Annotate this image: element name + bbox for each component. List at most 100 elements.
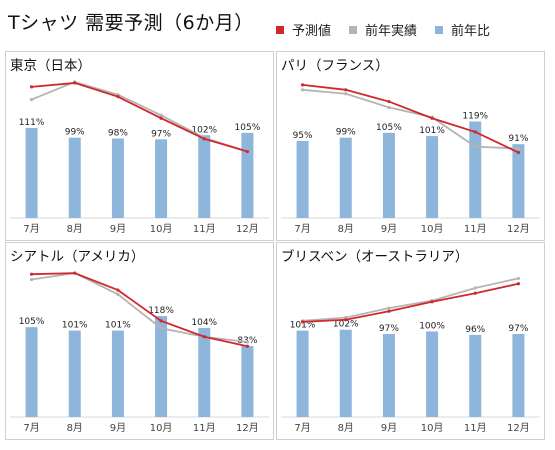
bar-tokyo-0: [25, 127, 38, 218]
line-forecast-seattle-point-5: [245, 344, 250, 348]
bar-paris-1: [339, 137, 352, 218]
chart-panel-seattle: シアトル（アメリカ） 105%101%101%118%104%83%7月8月9月…: [5, 242, 274, 440]
x-tick-paris-4: 11月: [464, 223, 487, 235]
line-forecast-seattle-point-2: [116, 288, 120, 292]
chart-tokyo: 111% 99% 98% 97% 102% 105% 7月 8月 9月 10月 11月 12月: [10, 80, 269, 235]
panel-title-brisbane: ブリスベン（オーストラリア）: [281, 249, 469, 265]
x-tick-brisbane-2: 9月: [381, 422, 397, 434]
line-actual-seattle-point-5: [245, 340, 250, 344]
line-actual-paris-point-1: [344, 92, 348, 96]
x-tick-paris-2: 9月: [381, 223, 397, 235]
x-tick-seattle-4: 11月: [193, 422, 216, 434]
line-actual-seattle-point-2: [116, 292, 120, 296]
legend-label-yoy: 前年比: [451, 24, 491, 39]
chart-panel-tokyo: 東京（日本） 111% 99% 98% 97% 102% 105% 7月 8月 9月 10月 11月…: [5, 51, 274, 241]
line-forecast-tokyo-point-4: [202, 137, 206, 141]
data-label-tokyo-1: 99%: [65, 128, 85, 138]
x-tick-paris-0: 7月: [294, 223, 310, 235]
x-tick-brisbane-0: 7月: [294, 422, 310, 434]
legend-swatch-actual: [349, 25, 358, 34]
bar-seattle-0: [25, 327, 38, 417]
bar-seattle-3: [155, 316, 168, 417]
data-label-brisbane-2: 97%: [379, 324, 399, 334]
data-label-seattle-0: 105%: [19, 317, 45, 327]
line-forecast-brisbane-point-2: [387, 309, 391, 313]
data-label-paris-4: 119%: [462, 111, 488, 121]
line-actual-brisbane-point-2: [387, 306, 391, 310]
bar-paris-2: [382, 132, 395, 218]
line-actual-paris-point-2: [387, 105, 391, 110]
bar-tokyo-1: [68, 137, 81, 218]
line-actual-tokyo-point-0: [29, 98, 34, 102]
line-forecast-tokyo-point-1: [73, 81, 77, 85]
x-tick-seattle-0: 7月: [23, 422, 39, 434]
bar-paris-0: [296, 140, 309, 218]
line-actual-brisbane-point-5: [516, 276, 521, 281]
legend-item-yoy: 前年比: [435, 20, 490, 39]
x-tick-tokyo-1: 8月: [67, 223, 83, 235]
bar-paris-5: [512, 144, 525, 218]
x-tick-seattle-2: 9月: [110, 422, 126, 434]
line-forecast-brisbane-point-3: [430, 300, 434, 304]
panel-title-seattle: シアトル（アメリカ）: [10, 249, 145, 265]
line-actual-paris-point-5: [516, 147, 521, 151]
line-forecast-brisbane-point-1: [344, 318, 348, 322]
line-forecast-seattle-point-1: [73, 271, 77, 275]
x-tick-paris-3: 10月: [421, 223, 444, 235]
line-forecast-paris-point-3: [430, 116, 434, 120]
line-forecast-paris-point-1: [344, 88, 348, 92]
line-forecast-brisbane-point-0: [300, 320, 305, 324]
bar-seattle-2: [111, 330, 124, 417]
line-forecast-paris-point-4: [473, 130, 477, 134]
chart-panel-paris: パリ（フランス） 95% 99% 105% 101% 119% 91% 7月 8月 9月 10月 1…: [276, 51, 545, 241]
line-actual-paris: [302, 88, 519, 150]
line-actual-seattle-point-0: [29, 277, 34, 282]
data-label-tokyo-4: 102%: [191, 125, 217, 135]
data-label-brisbane-1: 102%: [333, 320, 359, 330]
line-actual-seattle: [31, 272, 248, 343]
chart-brisbane: 101% 102% 97% 100% 96% 97% 7月 8月 9月 10月 11月 12月: [281, 276, 540, 434]
x-tick-brisbane-5: 12月: [507, 422, 530, 434]
x-tick-tokyo-2: 9月: [110, 223, 126, 235]
line-forecast-tokyo-point-0: [29, 85, 34, 89]
line-forecast-paris-point-0: [300, 83, 305, 87]
x-tick-tokyo-3: 10月: [150, 223, 173, 235]
x-tick-paris-1: 8月: [338, 223, 354, 235]
line-forecast-seattle: [31, 272, 248, 348]
data-label-seattle-3: 118%: [148, 306, 174, 316]
line-actual-brisbane: [302, 277, 519, 322]
x-tick-seattle-1: 8月: [67, 422, 83, 434]
bar-seattle-1: [68, 330, 81, 417]
data-label-brisbane-3: 100%: [419, 321, 445, 331]
bar-brisbane-3: [426, 331, 439, 417]
data-label-brisbane-5: 97%: [508, 324, 528, 334]
line-forecast-brisbane-point-5: [516, 282, 521, 286]
bar-paris-3: [426, 136, 439, 218]
data-label-paris-1: 99%: [336, 128, 356, 138]
line-forecast-brisbane-point-4: [473, 291, 477, 295]
x-tick-tokyo-4: 11月: [193, 223, 216, 235]
data-label-brisbane-4: 96%: [465, 325, 485, 335]
legend-item-forecast: 予測値: [276, 20, 331, 39]
x-tick-brisbane-3: 10月: [421, 422, 444, 434]
bar-seattle-5: [241, 345, 254, 417]
data-label-paris-0: 95%: [293, 131, 313, 141]
line-forecast-tokyo: [31, 82, 248, 153]
data-label-tokyo-2: 98%: [108, 129, 128, 139]
line-forecast-tokyo-point-2: [116, 95, 120, 99]
bar-tokyo-3: [155, 139, 168, 218]
data-label-seattle-4: 104%: [191, 318, 217, 328]
legend-label-forecast: 予測値: [292, 24, 332, 39]
chart-panel-brisbane: ブリスベン（オーストラリア） 101% 102% 97% 100% 96% 97% 7月 8月…: [276, 242, 545, 440]
bar-tokyo-4: [198, 135, 211, 218]
bar-paris-4: [469, 121, 482, 218]
legend-swatch-forecast: [276, 25, 284, 34]
data-label-seattle-2: 101%: [105, 321, 131, 331]
line-forecast-seattle-point-3: [159, 319, 163, 323]
legend-swatch-yoy: [435, 25, 444, 34]
x-tick-seattle-5: 12月: [236, 422, 259, 434]
data-label-tokyo-5: 105%: [235, 123, 261, 133]
data-label-tokyo-0: 111%: [19, 118, 45, 128]
legend: 予測値 前年実績 前年比: [276, 20, 508, 39]
